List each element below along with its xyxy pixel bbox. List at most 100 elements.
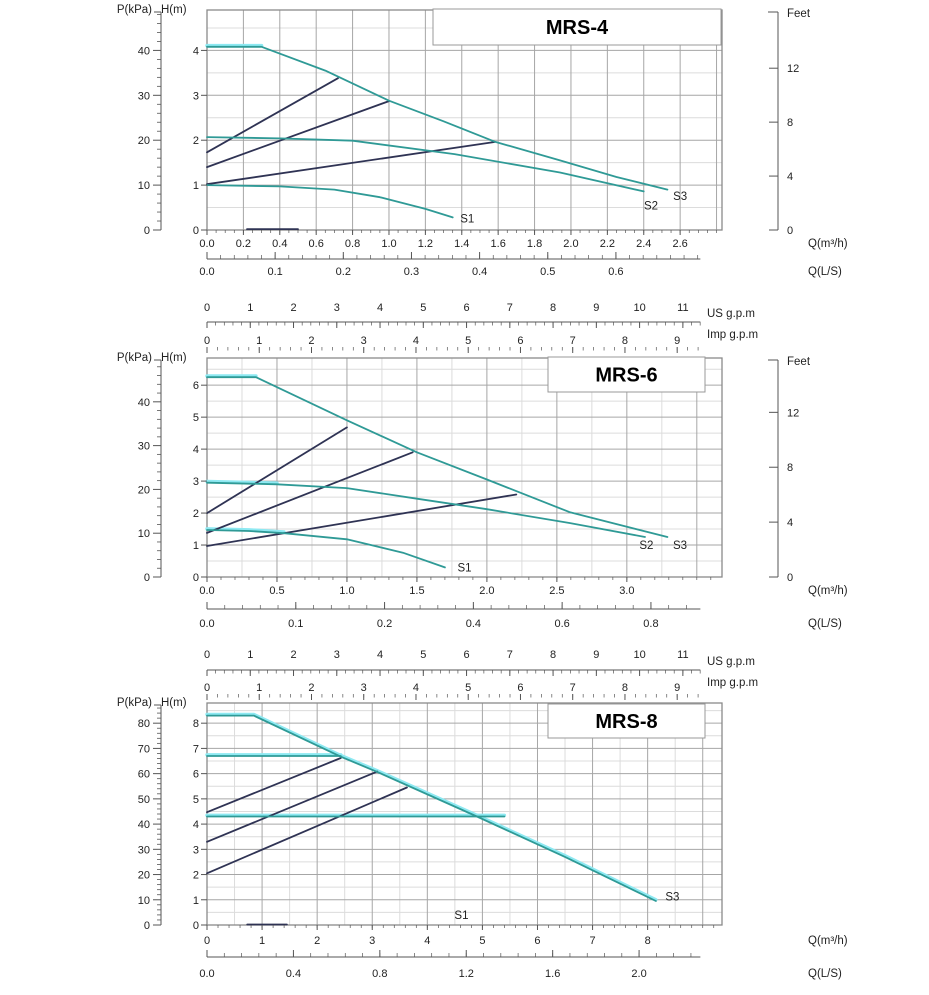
h-tick-label: 7: [193, 743, 199, 755]
p-tick-label: 50: [138, 794, 150, 806]
p-tick-label: 80: [138, 718, 150, 730]
us-tick-label: 6: [463, 302, 469, 314]
ls-unit-label: Q(L/S): [808, 618, 842, 630]
h-tick-label: 0: [193, 920, 199, 932]
us-tick-label: 9: [593, 302, 599, 314]
feet-tick-label: 4: [787, 517, 793, 529]
s1-curve: [206, 184, 454, 219]
h-tick-label: 1: [193, 180, 199, 192]
us-tick-label: 0: [204, 649, 210, 661]
plot-border: [206, 357, 723, 578]
imp-tick-label: 8: [622, 682, 628, 694]
q-tick-label: 2.4: [636, 238, 651, 250]
ls-unit-label: Q(L/S): [808, 968, 842, 980]
ls-tick-label: 0.6: [608, 266, 623, 278]
p-tick-label: 0: [144, 920, 150, 932]
p-tick-label: 40: [138, 819, 150, 831]
q-tick-label: 7: [589, 935, 595, 947]
imp-tick-label: 1: [256, 335, 262, 347]
chart-title: MRS-6: [595, 365, 657, 387]
gpm-ruler-1: 0 1 2 3 4 5 6 7 8 9 10 11 US g.p.m 0 1 2 3 4 5 6 7 8 9 Imp g.p.…: [204, 302, 758, 353]
imp-tick-label: 4: [413, 682, 419, 694]
ls-unit-label: Q(L/S): [808, 266, 842, 278]
h-tick-label: 5: [193, 794, 199, 806]
h-axis-title: H(m): [161, 697, 187, 709]
us-unit-label: US g.p.m: [707, 308, 755, 320]
feet-tick-label: 0: [787, 225, 793, 237]
q-tick-label: 1.0: [381, 238, 396, 250]
p-tick-label: 70: [138, 743, 150, 755]
us-tick-label: 1: [247, 649, 253, 661]
us-tick-label: 6: [463, 649, 469, 661]
curve-label-s3: S3: [665, 892, 679, 904]
p-tick-label: 10: [138, 895, 150, 907]
curve-label-s2: S2: [639, 540, 653, 552]
p-tick-label: 20: [138, 484, 150, 496]
q-tick-label: 8: [645, 935, 651, 947]
h-tick-label: 1: [193, 540, 199, 552]
feet-tick-label: 8: [787, 117, 793, 129]
imp-tick-label: 1: [256, 682, 262, 694]
q-tick-label: 1.2: [418, 238, 433, 250]
ls-tick-label: 0.0: [199, 618, 214, 630]
aux-line-1: [206, 77, 339, 154]
h-tick-label: 4: [193, 45, 199, 57]
feet-axis-title: Feet: [787, 356, 811, 368]
p-tick-label: 20: [138, 870, 150, 882]
h-axis-title: H(m): [161, 352, 187, 364]
h-tick-label: 4: [193, 819, 199, 831]
us-tick-label: 5: [420, 302, 426, 314]
aux-line-3: [206, 141, 496, 186]
q-tick-label: 0.0: [199, 238, 214, 250]
us-tick-label: 8: [550, 649, 556, 661]
q-tick-label: 4: [424, 935, 430, 947]
q-tick-label: 1.0: [339, 585, 354, 597]
h-tick-label: 6: [193, 380, 199, 392]
us-tick-label: 5: [420, 649, 426, 661]
h-tick-label: 3: [193, 90, 199, 102]
ls-tick-label: 2.0: [631, 968, 646, 980]
feet-axis-title: Feet: [787, 8, 811, 20]
q-tick-label: 0.8: [345, 238, 360, 250]
p-tick-label: 0: [144, 225, 150, 237]
aux-line-3: [206, 493, 518, 547]
ls-tick-label: 0.1: [288, 618, 303, 630]
q-tick-label: 1.6: [491, 238, 506, 250]
h-tick-label: 2: [193, 135, 199, 147]
imp-tick-label: 6: [517, 335, 523, 347]
imp-tick-label: 2: [308, 682, 314, 694]
title-box: [432, 8, 722, 46]
q-tick-label: 2.0: [479, 585, 494, 597]
s3-curve-glow: [205, 712, 658, 902]
curve-label-s1: S1: [454, 910, 468, 922]
q-tick-label: 0.4: [272, 238, 287, 250]
us-tick-label: 10: [633, 649, 645, 661]
us-tick-label: 11: [677, 302, 688, 314]
curve-label-s3: S3: [673, 191, 687, 203]
ls-tick-label: 0.4: [466, 618, 481, 630]
ls-tick-label: 0.8: [372, 968, 387, 980]
imp-unit-label: Imp g.p.m: [707, 329, 758, 341]
curve-label-s1: S1: [457, 563, 471, 575]
us-tick-label: 2: [290, 302, 296, 314]
feet-tick-label: 12: [787, 63, 799, 75]
aux-line-2: [206, 770, 379, 843]
imp-tick-label: 5: [465, 682, 471, 694]
imp-tick-label: 4: [413, 335, 419, 347]
s2-curve-glow: [205, 479, 279, 485]
q-tick-label: 1.5: [409, 585, 424, 597]
q-tick-label: 2: [314, 935, 320, 947]
q-tick-label: 0.6: [309, 238, 324, 250]
p-tick-label: 10: [138, 528, 150, 540]
p-axis-title: P(kPa): [117, 697, 152, 709]
ls-tick-label: 0.2: [336, 266, 351, 278]
us-tick-label: 7: [507, 302, 513, 314]
imp-tick-label: 3: [361, 335, 367, 347]
h-tick-label: 6: [193, 769, 199, 781]
chart-title: MRS-8: [595, 711, 657, 733]
imp-tick-label: 7: [570, 335, 576, 347]
q-unit-label: Q(m³/h): [808, 238, 848, 250]
us-tick-label: 3: [334, 649, 340, 661]
ls-tick-label: 0.3: [404, 266, 419, 278]
